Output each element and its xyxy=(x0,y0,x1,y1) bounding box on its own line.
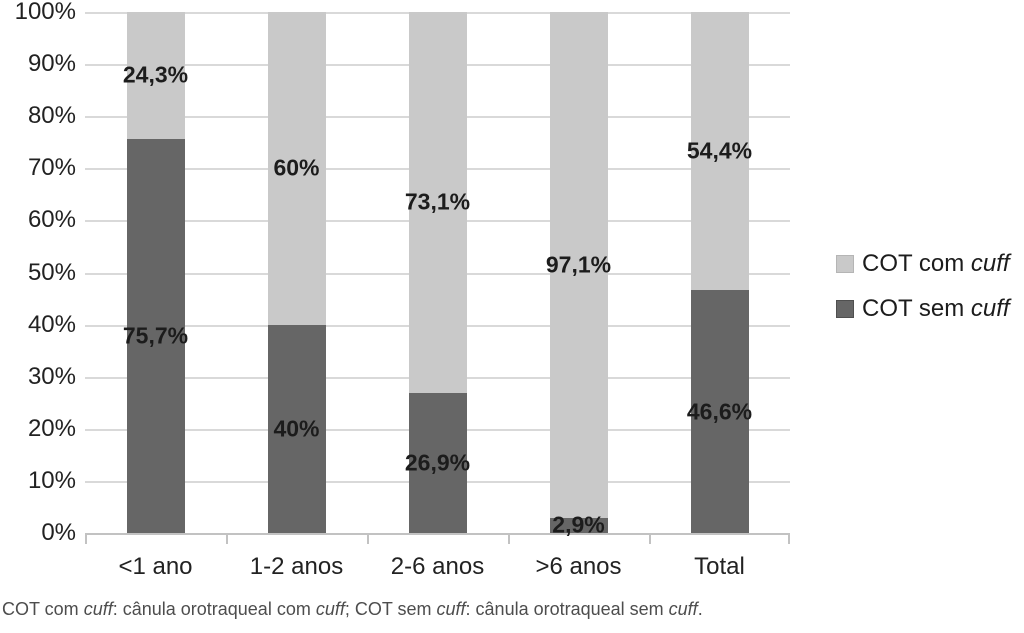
plot-area: 24,3% 75,7% 60% 40% 73,1% 26,9% 97,1% 2,9% 54,4%… xyxy=(85,12,790,535)
legend-swatch xyxy=(836,300,854,318)
value-label-sem-cuff: 46,6% xyxy=(687,400,752,423)
caption-italic-term: cuff xyxy=(316,599,345,619)
x-axis-category-label: 2-6 anos xyxy=(367,554,508,580)
y-axis-tick-label: 100% xyxy=(0,0,76,24)
y-axis-tick-label: 20% xyxy=(0,417,76,441)
x-axis-tick xyxy=(649,535,651,544)
y-axis-tick-label: 70% xyxy=(0,156,76,180)
legend-item: COT sem cuff xyxy=(836,297,1010,321)
y-axis-tick-label: 10% xyxy=(0,469,76,493)
y-axis-tick-label: 50% xyxy=(0,261,76,285)
caption-italic-term: cuff xyxy=(437,599,466,619)
x-axis-tick xyxy=(85,535,87,544)
caption-italic-term: cuff xyxy=(84,599,113,619)
caption-text: COT com xyxy=(2,599,84,619)
value-label-com-cuff: 73,1% xyxy=(405,191,470,214)
legend-label: COT sem cuff xyxy=(862,297,1010,321)
value-label-com-cuff: 24,3% xyxy=(123,64,188,87)
caption-text: : cânula orotraqueal com xyxy=(113,599,316,619)
x-axis-category-label: <1 ano xyxy=(85,554,226,580)
y-axis-tick-label: 30% xyxy=(0,365,76,389)
legend: COT com cuff COT sem cuff xyxy=(836,252,1010,342)
y-axis-tick-label: 90% xyxy=(0,52,76,76)
value-label-sem-cuff: 75,7% xyxy=(123,324,188,347)
x-axis-category-label: 1-2 anos xyxy=(226,554,367,580)
value-label-sem-cuff: 2,9% xyxy=(552,514,604,537)
y-axis-tick-label: 0% xyxy=(0,521,76,545)
x-axis-tick xyxy=(788,535,790,544)
value-label-sem-cuff: 26,9% xyxy=(405,451,470,474)
x-axis-category-label: Total xyxy=(649,554,790,580)
x-axis-tick xyxy=(226,535,228,544)
x-axis-tick xyxy=(508,535,510,544)
caption-text: : cânula orotraqueal sem xyxy=(466,599,669,619)
caption-text: . xyxy=(698,599,703,619)
y-axis-tick-label: 60% xyxy=(0,208,76,232)
y-axis-tick-label: 80% xyxy=(0,104,76,128)
legend-item: COT com cuff xyxy=(836,252,1010,276)
stacked-bar-chart-figure: 24,3% 75,7% 60% 40% 73,1% 26,9% 97,1% 2,9% 54,4%… xyxy=(0,0,1024,633)
value-label-com-cuff: 60% xyxy=(273,157,319,180)
legend-label: COT com cuff xyxy=(862,252,1010,276)
value-label-sem-cuff: 40% xyxy=(273,417,319,440)
x-axis-category-label: >6 anos xyxy=(508,554,649,580)
caption-text: ; COT sem xyxy=(345,599,437,619)
x-axis-tick xyxy=(367,535,369,544)
value-label-com-cuff: 97,1% xyxy=(546,253,611,276)
caption: COT com cuff: cânula orotraqueal com cuf… xyxy=(2,599,703,621)
legend-swatch xyxy=(836,255,854,273)
caption-italic-term: cuff xyxy=(669,599,698,619)
y-axis-tick-label: 40% xyxy=(0,313,76,337)
value-label-com-cuff: 54,4% xyxy=(687,140,752,163)
